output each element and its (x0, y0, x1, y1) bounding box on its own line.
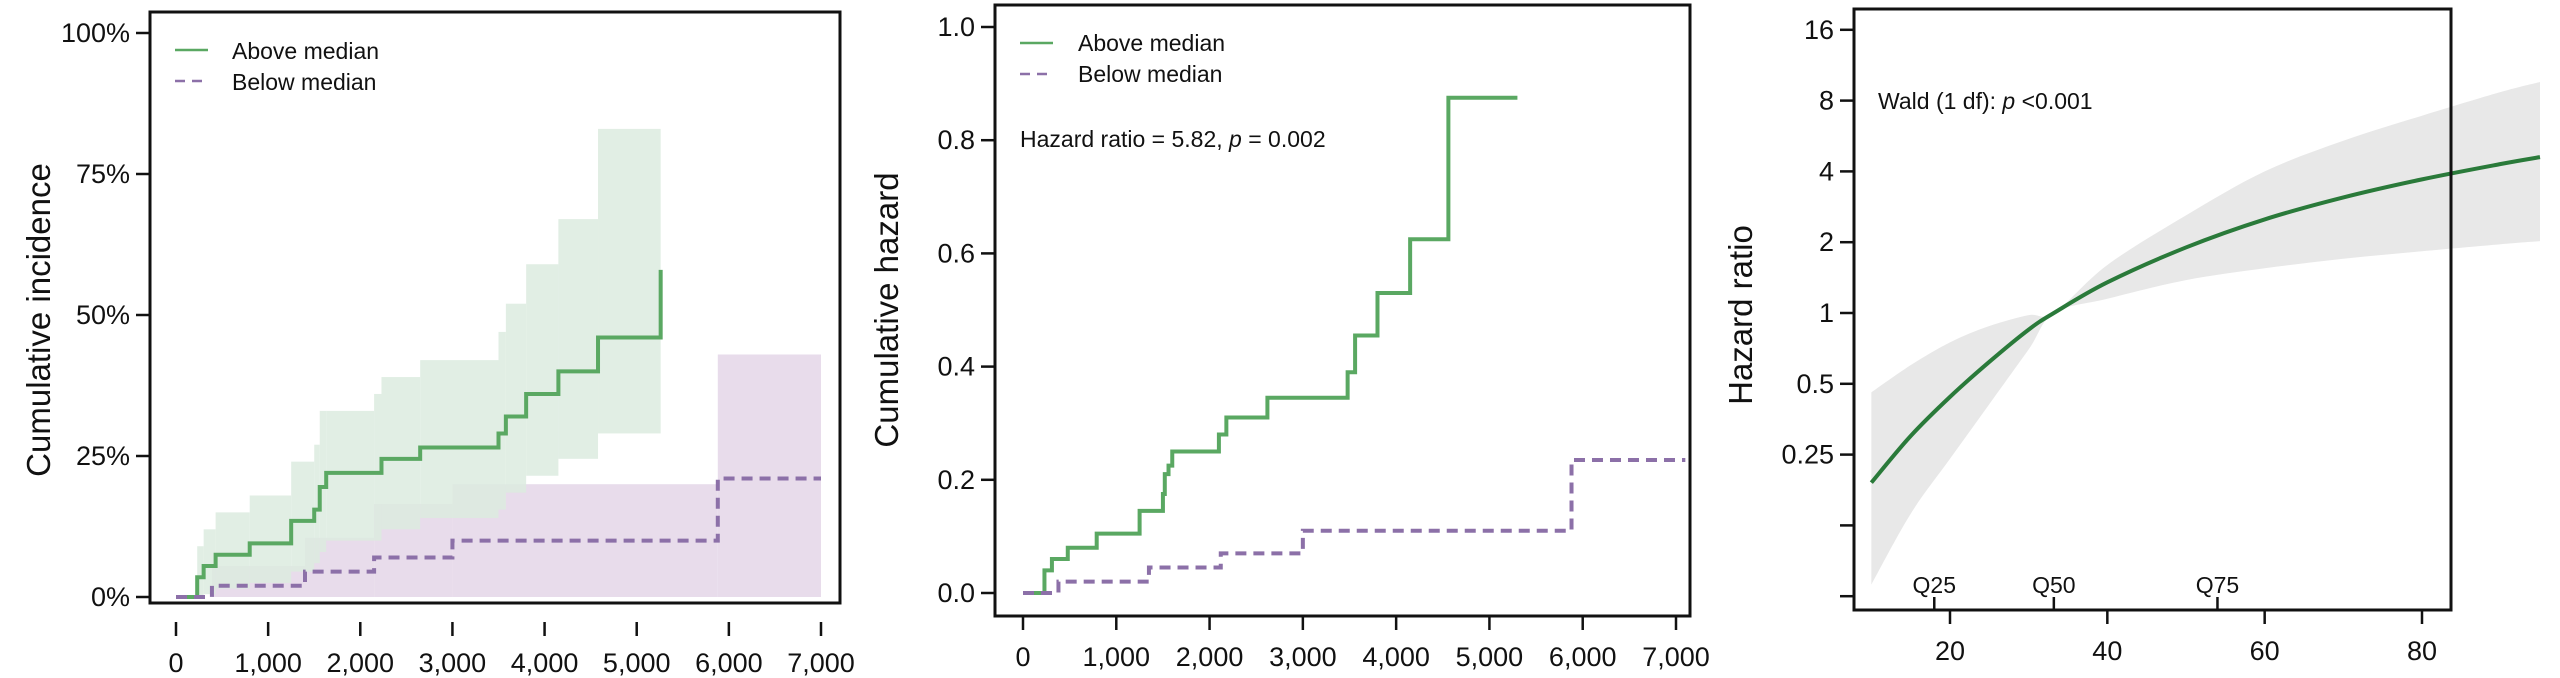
cumulative-incidence-chart: 0% 25% 50% 75% 100% 0 1,000 2,000 3,000 4,000 5,0… (0, 0, 860, 678)
ci-band (1871, 82, 2540, 585)
x-tick-label: 3,000 (419, 648, 487, 678)
x-tick-label: 0 (1015, 642, 1030, 672)
cumulative-hazard-chart: 0.0 0.2 0.4 0.6 0.8 1.0 0 1,000 2,000 3,000 4,000… (860, 0, 1720, 678)
y-tick-label: 0.25 (1781, 440, 1834, 470)
y-tick-label: 0.5 (1796, 369, 1834, 399)
quantile-label: Q25 (1913, 572, 1956, 598)
x-tick-label: 6,000 (695, 648, 763, 678)
x-tick-label: 7,000 (1642, 642, 1710, 672)
plot-frame (995, 5, 1690, 616)
x-tick-label: 80 (2407, 636, 2437, 666)
x-tick-label: 7,000 (787, 648, 855, 678)
x-tick-label: 4,000 (1362, 642, 1430, 672)
y-axis-title: Cumulative incidence (20, 163, 57, 477)
y-tick-label: 8 (1819, 86, 1834, 116)
quantile-label: Q75 (2196, 572, 2239, 598)
ci-band-segment (420, 360, 498, 518)
y-tick-label: 75% (76, 159, 130, 189)
legend-label-above: Above median (1078, 30, 1225, 56)
x-tick-label: 60 (2250, 636, 2280, 666)
x-axis: 0 1,000 2,000 3,000 4,000 5,000 6,000 7,000 (1015, 616, 1709, 672)
y-axis: 0.0 0.2 0.4 0.6 0.8 1.0 (937, 12, 995, 608)
plot-frame (1854, 8, 2171, 291)
legend: Above median Below median (175, 38, 379, 95)
y-tick-label: 16 (1804, 15, 1834, 45)
quantile-label: Q50 (2032, 572, 2075, 598)
y-tick-label: 25% (76, 441, 130, 471)
legend-label-below: Below median (1078, 61, 1222, 87)
series-line-below-median (1023, 460, 1685, 593)
wald-test-annotation: Wald (1 df): p <0.001 (1878, 88, 2093, 114)
y-tick-label: 0.6 (937, 238, 975, 268)
y-tick-label: 0% (91, 582, 130, 612)
y-axis: 0% 25% 50% 75% 100% (61, 18, 150, 612)
x-tick-label: 40 (2092, 636, 2122, 666)
y-tick-label: 0.4 (937, 352, 975, 382)
y-axis-title: Hazard ratio (1722, 225, 1759, 405)
x-tick-label: 20 (1935, 636, 1965, 666)
y-tick-label: 1 (1819, 298, 1834, 328)
y-tick-label: 0.0 (937, 578, 975, 608)
series-line-above-median (1023, 98, 1517, 593)
x-tick-label: 2,000 (1176, 642, 1244, 672)
ci-band-segment (216, 512, 250, 588)
hazard-ratio-spline-chart: 16 8 4 2 1 0.5 0.25 20 40 60 80 Q25 Q50 Q75 Hazard … (1720, 0, 2560, 678)
x-tick-label: 1,000 (1082, 642, 1150, 672)
y-tick-label: 2 (1819, 227, 1834, 257)
ci-band-segment (558, 219, 598, 459)
ci-band-segment (506, 304, 526, 493)
x-tick-label: 6,000 (1549, 642, 1617, 672)
legend-label-above: Above median (232, 38, 379, 64)
x-tick-label: 5,000 (1456, 642, 1524, 672)
y-tick-label: 0.2 (937, 465, 975, 495)
quantile-ticks: Q25 Q50 Q75 (1913, 572, 2240, 610)
y-tick-label: 4 (1819, 156, 1834, 186)
ci-band-segment (291, 462, 314, 572)
hazard-ratio-annotation: Hazard ratio = 5.82, p = 0.002 (1020, 126, 1326, 152)
y-tick-label: 1.0 (937, 12, 975, 42)
ci-band (1871, 82, 2540, 585)
legend-label-below: Below median (232, 69, 376, 95)
ci-band-segment (598, 129, 661, 434)
y-tick-label: 0.8 (937, 125, 975, 155)
series-lines (1023, 98, 1685, 593)
ci-band-segment (381, 377, 420, 529)
ci-band-segment (718, 354, 821, 597)
ci-band-segment (326, 411, 374, 541)
y-axis: 16 8 4 2 1 0.5 0.25 (1781, 15, 1854, 596)
ci-band-segment (250, 495, 291, 582)
x-tick-label: 4,000 (511, 648, 579, 678)
x-tick-label: 0 (168, 648, 183, 678)
x-axis: 20 40 60 80 (1935, 610, 2437, 666)
x-tick-label: 3,000 (1269, 642, 1337, 672)
x-tick-label: 5,000 (603, 648, 671, 678)
x-axis: 0 1,000 2,000 3,000 4,000 5,000 6,000 7,000 (168, 622, 854, 678)
y-axis-title: Cumulative hazard (868, 172, 905, 447)
x-tick-label: 1,000 (234, 648, 302, 678)
x-tick-label: 2,000 (326, 648, 394, 678)
y-tick-label: 50% (76, 300, 130, 330)
y-tick-label: 100% (61, 18, 130, 48)
legend: Above median Below median (1020, 30, 1225, 87)
ci-band-segment (526, 264, 558, 476)
